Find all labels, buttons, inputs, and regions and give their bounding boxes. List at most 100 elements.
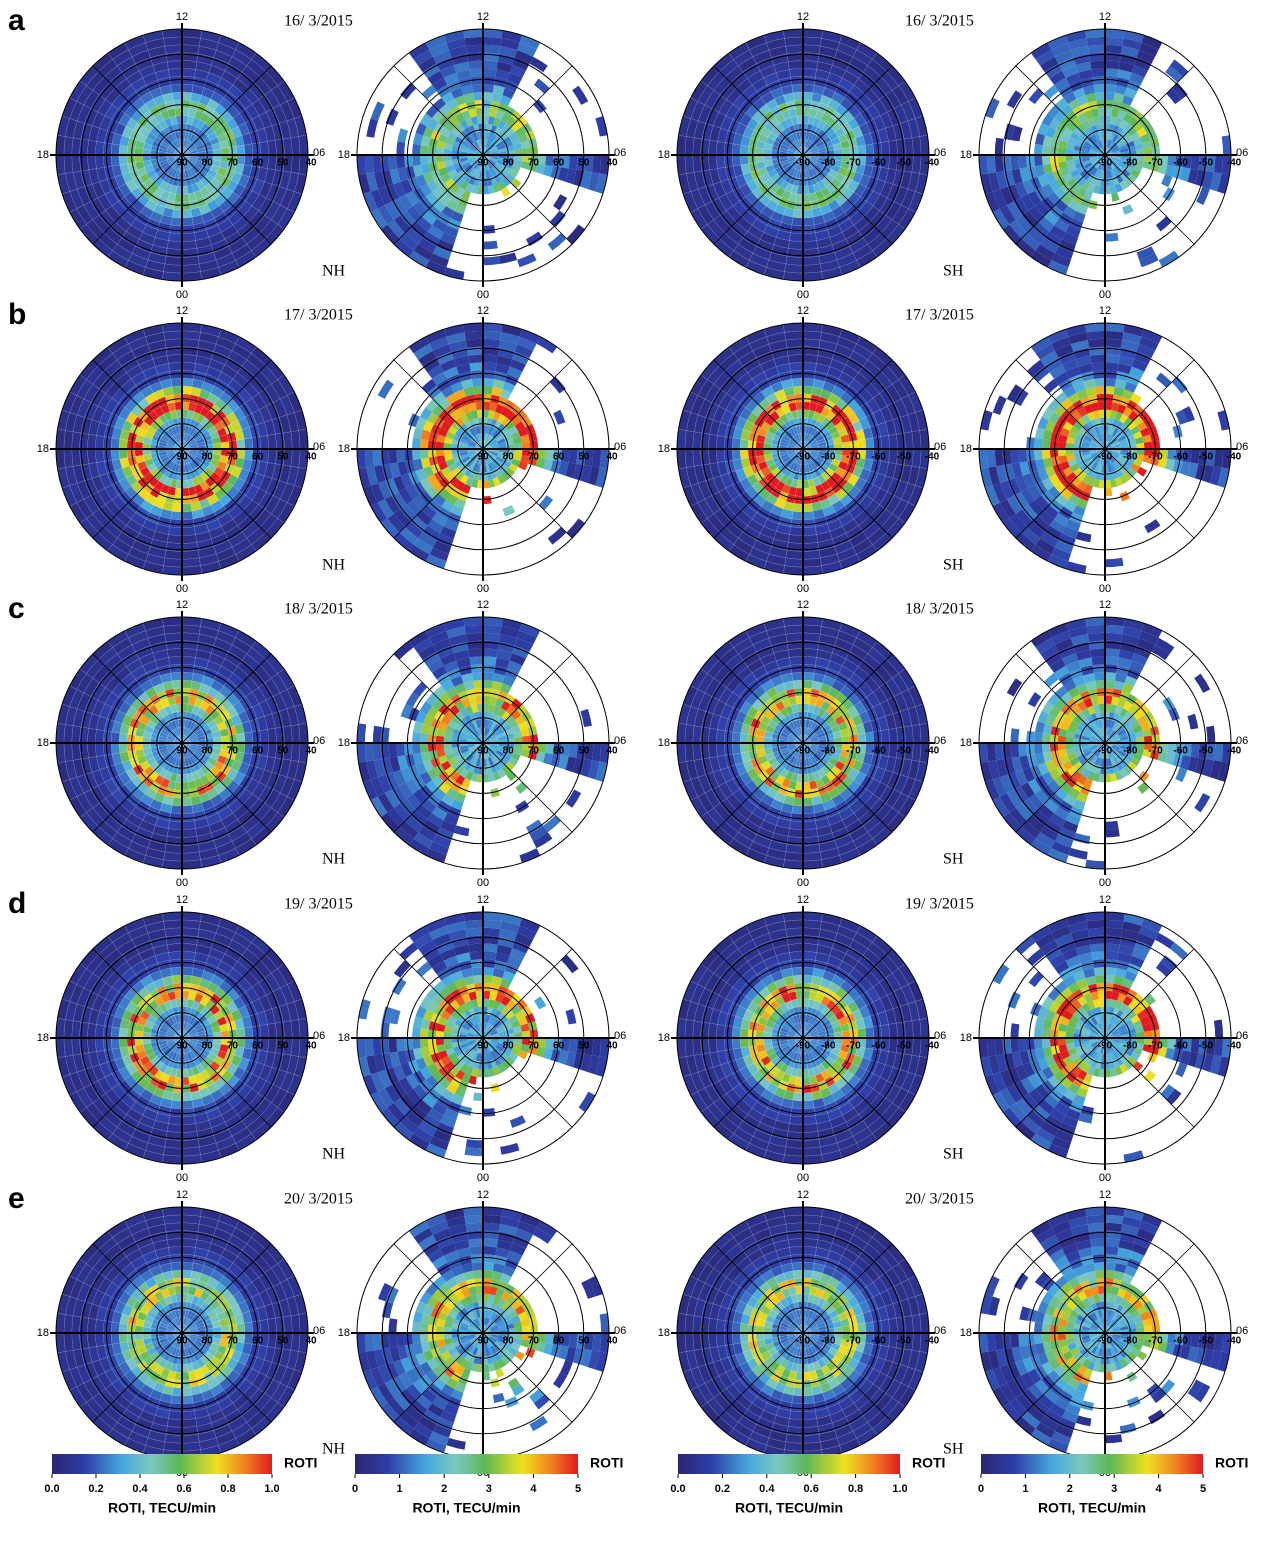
hour-label: 12 [176,305,188,317]
map-cell [803,61,818,70]
map-cell [373,449,382,466]
map-cell [182,829,197,838]
map-cell [522,148,530,155]
map-cell [1042,155,1051,165]
map-cell [103,449,112,461]
map-cell [483,108,490,116]
map-cell [803,37,822,46]
map-cell [1105,370,1117,379]
latitude-label: -90 [1098,452,1113,463]
map-cell [95,435,104,449]
map-cell [1196,187,1210,206]
latitude-label: 70 [528,452,540,463]
latitude-label: 80 [202,158,214,169]
map-cell [171,672,182,681]
map-cell [483,45,500,54]
map-cell [1058,148,1066,155]
map-cell [400,83,416,100]
map-cell [172,209,182,218]
map-cell [396,449,405,463]
date-label: 16/ 3/2015 [284,13,353,30]
hour-label: 12 [797,11,809,23]
map-cell [229,734,237,743]
latitude-label: 60 [252,158,264,169]
map-cell [792,217,803,226]
map-cell [483,100,492,108]
map-cell [244,144,253,155]
map-cell [1091,362,1105,371]
map-cell [794,496,803,504]
figure: a1200180690807060504016/ 3/2015NH1200180… [0,0,1264,1549]
map-cell [236,145,245,155]
map-cell [724,437,733,449]
polar-map [973,317,1237,581]
map-cell [850,146,858,155]
map-cell [135,743,143,750]
map-cell [182,76,194,85]
latitude-label: 50 [578,452,590,463]
map-cell [803,100,812,108]
map-cell [371,101,385,121]
map-cell [857,439,866,449]
map-cell [268,140,277,155]
map-cell [436,148,444,155]
latitude-label: 70 [528,158,540,169]
map-cell [236,439,245,449]
hour-label: 00 [176,583,188,595]
map-cell [483,84,494,93]
map-cell [436,155,444,162]
map-cell [788,61,803,70]
map-cell [792,84,803,93]
map-cell [182,680,192,689]
map-cell [569,155,578,170]
map-cell [1105,76,1117,85]
map-cell [740,145,749,155]
map-cell [1058,442,1066,449]
map-cell [173,394,182,402]
map-cell [483,402,490,410]
map-cell [1094,378,1105,387]
map-cell [103,155,112,167]
latitude-label: 50 [277,452,289,463]
map-cell [483,339,500,348]
map-cell [119,145,128,155]
map-cell [127,146,135,155]
map-cell [420,155,429,165]
map-cell [397,128,408,143]
map-cell [1093,76,1105,85]
map-cell [168,656,182,665]
map-cell [171,511,182,520]
map-cell [476,108,483,116]
map-cell [1105,558,1124,567]
map-cell [428,155,436,164]
map-cell [1156,373,1172,388]
map-cell [471,76,483,85]
map-cell [793,209,803,218]
map-cell [164,331,183,340]
map-cell [175,696,182,704]
hour-label: 12 [176,11,188,23]
map-cell [792,378,803,387]
map-cell [260,435,269,449]
map-cell [748,155,756,164]
map-cell [1042,439,1051,449]
map-cell [483,496,492,504]
map-cell [420,449,429,459]
map-cell [1144,519,1160,533]
map-cell [182,68,196,77]
map-cell [1144,442,1152,449]
map-cell [396,141,405,155]
hemisphere-label: SH [943,557,964,574]
map-cell [182,821,196,830]
map-cell [172,797,182,806]
map-cell [119,155,128,165]
map-cell [465,37,484,46]
map-cell [748,146,756,155]
map-cell [119,439,128,449]
map-cell [291,431,300,450]
map-cell [1087,331,1106,340]
map-cell [88,728,97,743]
map-cell [592,155,601,174]
map-cell [182,241,197,250]
map-cell [791,76,803,85]
